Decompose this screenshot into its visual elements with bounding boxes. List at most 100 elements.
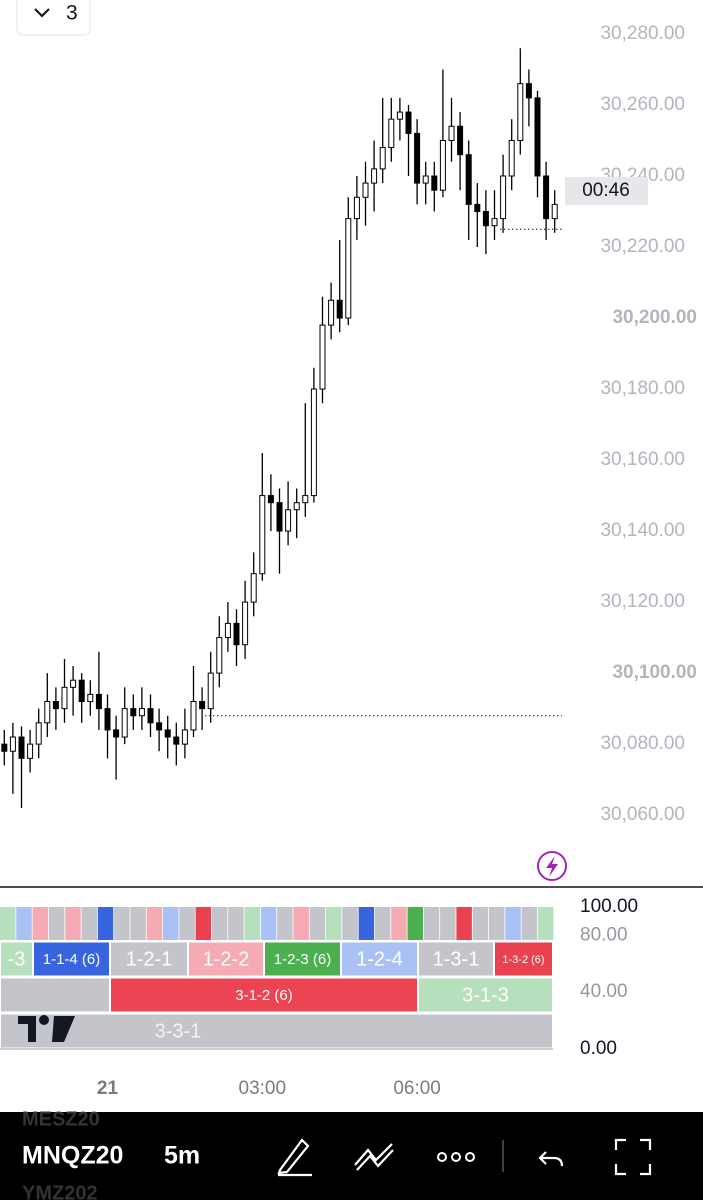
y-tick-label: 30,160.00 [600, 449, 685, 470]
candle-body [396, 111, 403, 120]
candle-body [405, 111, 412, 134]
pattern-label: 3-1-2 (6) [235, 987, 293, 1004]
pattern-label: 1-2-3 (6) [274, 951, 332, 968]
candle-body [414, 132, 421, 184]
candle-body [259, 495, 266, 575]
candle-body [52, 701, 59, 710]
candle-body [491, 218, 498, 227]
indicator-pane: 100.00 80.00 40.00 0.00 -3 1-1-4 (6) 1-2-1 1-2-… [0, 896, 638, 1059]
candle-body [216, 637, 223, 674]
candle-body [138, 708, 145, 717]
symbol-fade [135, 1135, 160, 1179]
candle-body [379, 147, 386, 170]
chevron-icon [34, 8, 50, 18]
y-tick-label: 0.00 [580, 1038, 617, 1059]
mini-cell [16, 907, 32, 940]
mini-cell [293, 907, 309, 940]
mini-cell [456, 907, 472, 940]
y-tick-label: 30,060.00 [600, 804, 685, 825]
pattern-label: 1-3-1 [433, 948, 480, 970]
candle-body [439, 139, 446, 191]
pattern-cell [418, 941, 494, 977]
pattern-label: -3 [8, 948, 26, 970]
lightning-icon[interactable] [537, 851, 567, 881]
pattern-cell [418, 977, 553, 1013]
x-tick-label: 03:00 [239, 1078, 287, 1099]
candle-body [482, 211, 489, 227]
mini-cell [277, 907, 293, 940]
candle-body [78, 679, 85, 703]
pattern-cell [494, 941, 553, 977]
mini-cell [32, 907, 49, 940]
mini-cell [374, 907, 391, 940]
candle-body [328, 299, 335, 326]
draw-icon[interactable] [277, 1138, 312, 1177]
y-tick-label: 30,140.00 [600, 520, 685, 541]
candle-body [113, 729, 120, 738]
candle-body [362, 182, 369, 198]
candle-body [276, 502, 283, 532]
candle-body [422, 175, 429, 184]
candle-body [293, 502, 300, 511]
pattern-cell [0, 977, 110, 1013]
button-label[interactable]: 3 [66, 2, 78, 25]
mini-cell [0, 907, 16, 940]
indicators-icon[interactable] [354, 1143, 394, 1171]
pattern-label: 1-1-4 (6) [43, 951, 101, 968]
candle-body [371, 168, 378, 184]
interval-button[interactable] [16, 0, 91, 36]
mini-cell [114, 907, 130, 940]
lightning-bolt [546, 856, 558, 877]
candle-body [70, 679, 77, 688]
pattern-cell [188, 941, 264, 977]
pattern-cell [0, 1013, 553, 1049]
pattern-cell [341, 941, 418, 977]
mini-cell [146, 907, 163, 940]
pattern-label: 1-2-2 [203, 948, 250, 970]
mini-cell [195, 907, 212, 940]
candle-body [336, 299, 343, 319]
pattern-label: 1-2-4 [356, 948, 403, 970]
candle-body [525, 83, 532, 99]
candle-body [267, 495, 274, 504]
candle-body [181, 729, 188, 745]
candle-body [353, 196, 360, 220]
candle-body [242, 601, 249, 646]
candle-body [224, 622, 231, 639]
candle-body [448, 125, 455, 141]
candle-body [173, 736, 180, 745]
mini-cell [228, 907, 244, 940]
mini-cell [505, 907, 521, 940]
mini-cell [130, 907, 146, 940]
more-icon[interactable] [437, 1152, 475, 1162]
y-tick-label: 30,180.00 [600, 378, 685, 399]
candle-body [61, 686, 68, 710]
mini-cell [537, 907, 554, 940]
mini-cell [81, 907, 97, 940]
y-tick-label: 30,100.00 [612, 662, 697, 683]
candle-body [9, 736, 16, 752]
y-tick-label: 30,080.00 [600, 733, 685, 754]
toolbar [0, 1112, 703, 1200]
mini-cell [163, 907, 179, 940]
undo-icon[interactable] [538, 1151, 564, 1167]
mini-cell [472, 907, 489, 940]
pattern-cell [110, 977, 418, 1013]
candle-body [302, 495, 309, 504]
candle-body [156, 722, 163, 731]
mini-cell [358, 907, 375, 940]
mini-cell [244, 907, 260, 940]
candle-body [104, 708, 111, 731]
candle-body [310, 388, 317, 497]
y-tick-label: 30,200.00 [612, 307, 697, 328]
candle-body [457, 125, 464, 156]
symbol[interactable]: MNQZ20 [22, 1142, 123, 1170]
candle-body [1, 743, 8, 752]
interval[interactable]: 5m [164, 1142, 200, 1170]
fullscreen-icon[interactable] [614, 1138, 652, 1176]
candle-body [147, 708, 154, 724]
candle-body [474, 203, 481, 212]
y-tick-label: 30,120.00 [600, 591, 685, 612]
